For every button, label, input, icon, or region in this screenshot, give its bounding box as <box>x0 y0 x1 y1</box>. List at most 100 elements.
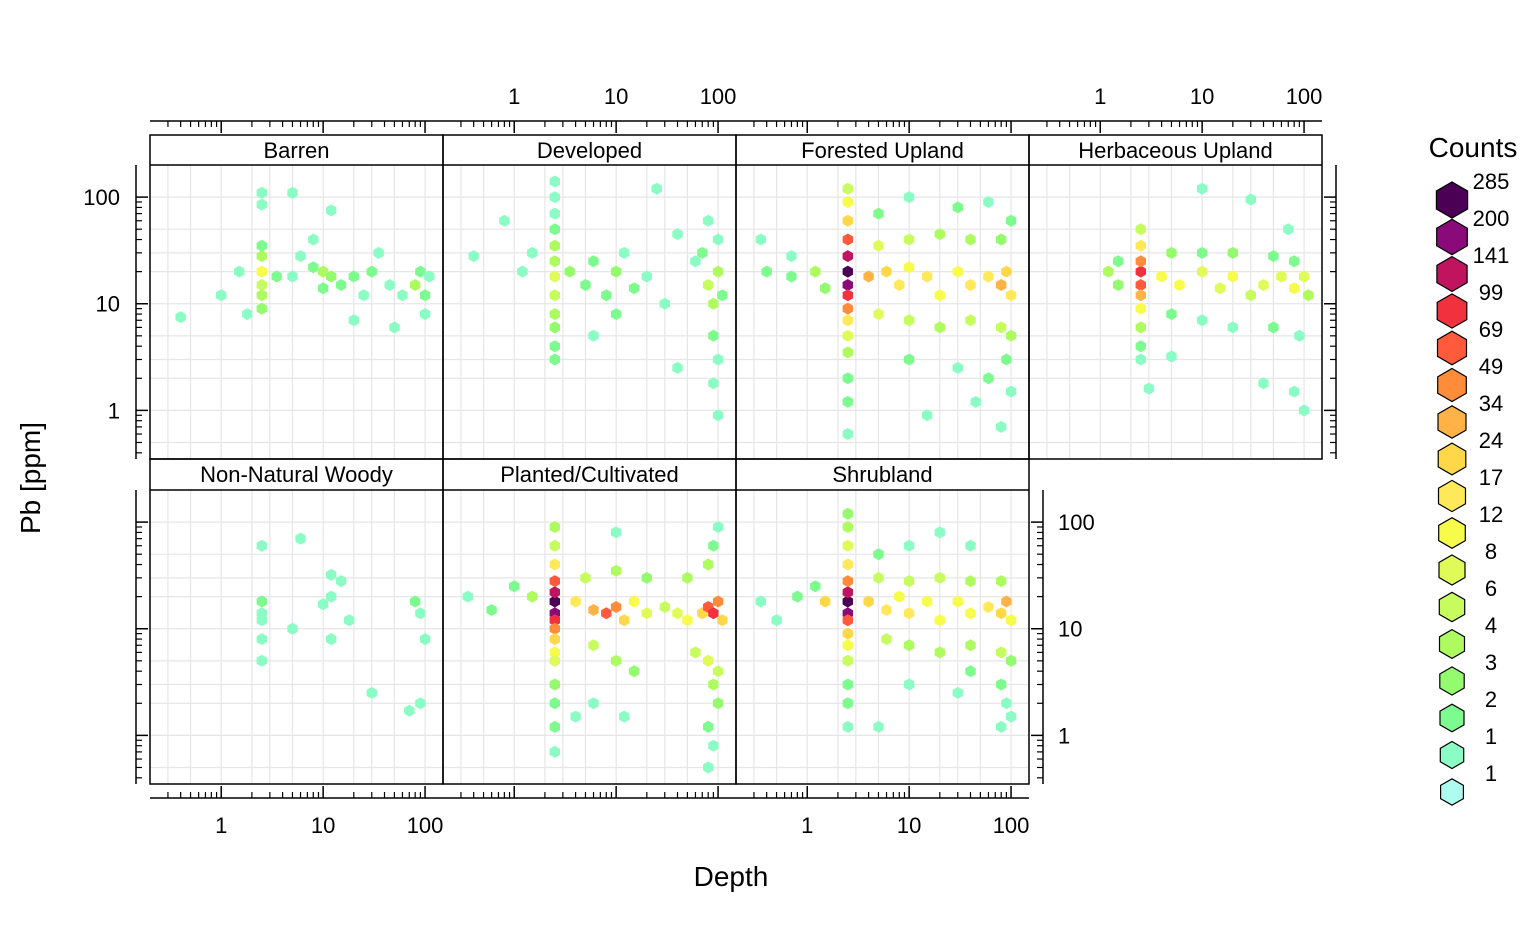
hex-cell <box>934 321 945 334</box>
hex-cell <box>1001 697 1012 710</box>
hex-cell <box>842 539 853 552</box>
legend-label: 69 <box>1479 317 1503 342</box>
hex-cell <box>712 697 724 710</box>
hex-cell <box>295 532 306 545</box>
hex-cell <box>1166 246 1177 259</box>
hex-cell <box>549 654 560 667</box>
hex-cell <box>628 282 640 295</box>
hex-cell <box>903 191 915 204</box>
hex-cell <box>842 697 853 710</box>
hex-cell <box>842 639 853 652</box>
hex-cell <box>717 289 728 302</box>
hex-cell <box>256 539 267 552</box>
hex-cell <box>641 607 652 620</box>
hex-cell <box>549 595 560 608</box>
hex-cell <box>842 302 853 315</box>
hex-cell <box>1135 255 1146 268</box>
hex-cell <box>348 270 359 283</box>
hex-cell <box>1294 329 1305 342</box>
hex-cell <box>672 607 683 620</box>
hex-cell <box>672 361 683 374</box>
hex-cell <box>619 614 630 627</box>
hex-cell <box>256 595 267 608</box>
hex-cell <box>588 697 599 710</box>
hex-cell <box>415 607 426 620</box>
hex-cell <box>786 250 797 263</box>
hex-cell <box>326 590 337 603</box>
strip-label-forested-upland: Forested Upland <box>801 138 964 163</box>
hex-cell <box>549 223 560 236</box>
hex-cell <box>1174 279 1185 291</box>
hex-cell <box>389 321 400 334</box>
legend-label: 1 <box>1485 724 1497 749</box>
hex-cell <box>842 627 853 640</box>
hex-cell <box>659 601 670 613</box>
hex-cell <box>842 346 853 359</box>
hex-cell <box>712 409 724 422</box>
hex-cell <box>549 175 560 188</box>
hex-cell <box>549 289 560 302</box>
hex-cell <box>373 246 384 259</box>
hex-cell <box>712 595 724 608</box>
hex-cell <box>708 739 719 752</box>
hex-cell <box>641 270 652 283</box>
legend-hex <box>1435 181 1469 219</box>
legend-hex <box>1436 330 1468 366</box>
hex-cell <box>549 539 560 552</box>
hex-cell <box>1258 377 1269 390</box>
hex-cell <box>842 329 853 342</box>
hex-cell <box>842 558 853 571</box>
hex-cell <box>549 678 560 691</box>
panel-frame-shrubland <box>735 458 1030 785</box>
hex-cell <box>810 265 821 278</box>
hex-cell <box>326 270 337 283</box>
hex-cell <box>549 521 560 533</box>
legend-hex <box>1436 255 1468 293</box>
hex-cell <box>712 233 724 246</box>
hex-cell <box>580 279 591 291</box>
hex-cell <box>810 580 821 593</box>
hex-cell <box>499 214 510 227</box>
x-tick-label: 100 <box>1286 84 1323 109</box>
x-axis-label: Depth <box>694 861 769 892</box>
hex-cell <box>256 239 267 252</box>
hex-cell <box>335 575 347 588</box>
legend-hex <box>1439 778 1465 806</box>
hex-cell <box>952 201 963 214</box>
hex-cell <box>842 575 853 588</box>
hex-cell <box>1113 255 1124 268</box>
hex-cell <box>708 329 719 342</box>
hex-cell <box>996 233 1007 246</box>
hex-cell <box>410 595 421 608</box>
hex-cell <box>1245 289 1256 302</box>
hex-cell <box>287 622 298 635</box>
hex-cell <box>415 265 426 278</box>
hex-cell <box>965 233 976 246</box>
hex-cell <box>570 595 581 608</box>
x-tick-label: 100 <box>407 813 444 838</box>
hex-cell <box>462 590 473 603</box>
hex-cell <box>1196 246 1208 259</box>
hex-cell <box>256 289 267 302</box>
hex-cell <box>934 646 945 659</box>
hex-cell <box>921 409 933 422</box>
hex-cell <box>1005 654 1017 667</box>
hex-cell <box>326 204 337 217</box>
legend-label: 12 <box>1479 502 1503 527</box>
hex-cell <box>295 250 306 263</box>
axis-layer: 1 10 100 1 10 100 1 10 100 1 10 100 1 10 100 1 10 100 <box>83 84 1337 838</box>
hex-cell <box>842 372 853 385</box>
hex-cell <box>761 265 772 278</box>
hex-cell <box>509 580 520 593</box>
hex-cell <box>903 233 915 246</box>
hex-cell <box>326 568 337 581</box>
hex-cell <box>588 639 599 652</box>
hex-cell <box>1135 289 1146 302</box>
hex-cell <box>610 265 622 278</box>
hex-cell <box>863 595 874 608</box>
hex-cell <box>549 270 560 283</box>
hex-cell <box>873 548 884 561</box>
hex-cell <box>397 289 408 302</box>
hex-cell <box>965 314 976 327</box>
